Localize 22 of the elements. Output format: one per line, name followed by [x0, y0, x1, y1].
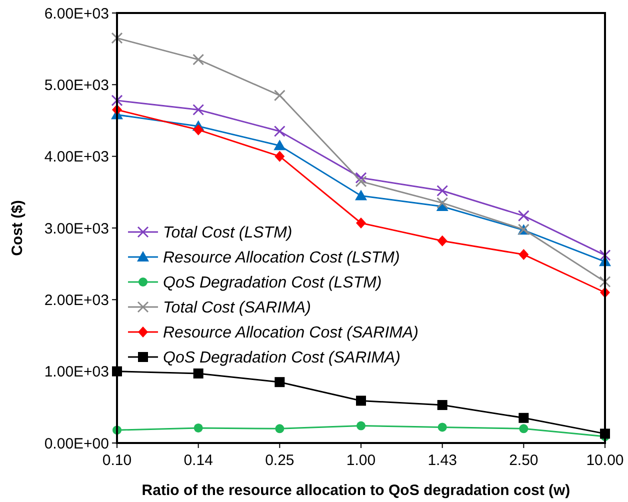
legend-label: Total Cost (SARIMA): [163, 300, 311, 317]
y-tick-label: 6.00E+03: [44, 5, 109, 22]
y-tick-label: 3.00E+03: [44, 220, 109, 238]
x-tick-label: 1.00: [346, 452, 376, 469]
x-tick-label: 10.00: [586, 452, 624, 469]
legend-label: Resource Allocation Cost (SARIMA): [163, 324, 418, 342]
x-tick-label: 0.10: [102, 452, 132, 469]
x-tick-label: 1.43: [428, 452, 457, 469]
x-tick-label: 2.50: [509, 452, 538, 469]
y-axis-title: Cost ($): [9, 200, 26, 256]
legend-label: QoS Degradation Cost (SARIMA): [163, 350, 400, 367]
x-tick-label: 0.14: [184, 452, 213, 469]
y-tick-label: 2.00E+03: [44, 292, 109, 309]
y-tick-label: 1.00E+03: [44, 364, 109, 381]
y-tick-label: 0.00E+00: [44, 435, 109, 452]
legend-label: QoS Degradation Cost (LSTM): [163, 274, 382, 292]
x-tick-label: 0.25: [265, 452, 294, 469]
legend-label: Total Cost (LSTM): [163, 224, 292, 242]
x-axis-title: Ratio of the resource allocation to QoS degradation cost (w): [142, 482, 570, 499]
legend-label: Resource Allocation Cost (LSTM): [163, 250, 400, 267]
y-tick-label: 4.00E+03: [44, 148, 109, 166]
y-tick-label: 5.00E+03: [44, 76, 109, 94]
